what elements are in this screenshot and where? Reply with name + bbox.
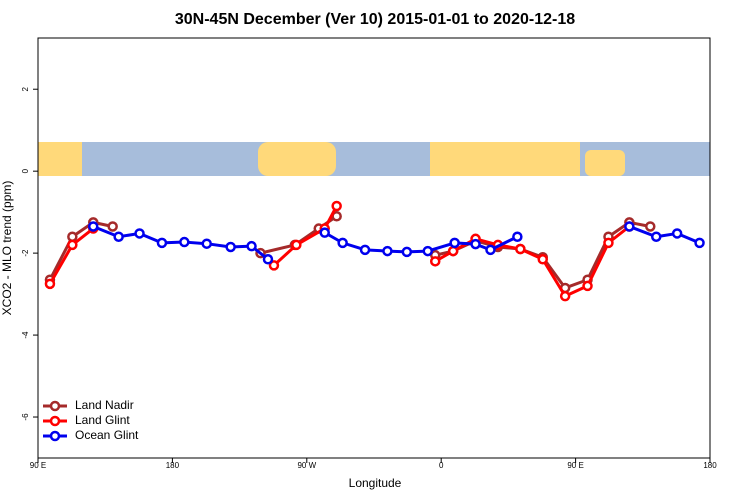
data-point <box>225 241 236 253</box>
data-point <box>156 237 168 249</box>
data-point <box>88 221 99 232</box>
data-point <box>337 237 348 249</box>
data-point <box>401 246 413 258</box>
x-tick-label: 180 <box>166 461 180 470</box>
data-point <box>134 228 145 239</box>
data-point <box>485 244 496 256</box>
x-tick-label: 180 <box>703 461 717 470</box>
legend-label: Land Nadir <box>75 398 134 412</box>
map-band <box>38 142 710 176</box>
legend-label: Land Glint <box>75 413 130 427</box>
data-point <box>107 221 118 232</box>
data-point <box>262 254 274 265</box>
data-point <box>359 244 371 256</box>
data-point <box>331 200 342 212</box>
data-point <box>512 231 523 242</box>
data-point <box>515 243 526 255</box>
legend-label: Ocean Glint <box>75 428 139 442</box>
data-point <box>67 231 78 242</box>
x-axis-label: Longitude <box>349 476 402 490</box>
series-line <box>48 215 651 290</box>
data-point <box>113 231 124 242</box>
data-point <box>671 228 683 239</box>
data-point <box>422 245 434 257</box>
data-point <box>447 245 459 257</box>
land <box>258 142 336 176</box>
legend-marker <box>49 415 61 427</box>
y-tick-label: -2 <box>21 249 30 257</box>
data-point <box>201 238 212 249</box>
data-point <box>559 290 571 302</box>
land <box>430 142 580 176</box>
data-point <box>694 237 705 249</box>
x-tick-label: 90 E <box>567 461 583 470</box>
legend-marker <box>49 430 61 442</box>
chart-title: 30N-45N December (Ver 10) 2015-01-01 to … <box>175 11 575 28</box>
plot-frame <box>37 37 711 459</box>
data-point <box>470 238 481 250</box>
land <box>585 150 625 176</box>
legend-marker <box>49 400 61 412</box>
data-point <box>645 221 656 232</box>
data-point <box>429 256 441 267</box>
y-tick-label: -4 <box>21 331 30 339</box>
y-tick-label: 2 <box>21 86 30 91</box>
data-point <box>382 245 393 257</box>
y-tick-label: -6 <box>21 413 30 421</box>
data-point <box>268 260 280 271</box>
x-tick-label: 90 E <box>30 461 46 470</box>
x-tick-label: 90 W <box>297 461 316 470</box>
data-point <box>179 236 190 248</box>
data-point <box>650 231 662 242</box>
y-axis-label: XCO2 - MLO trend (ppm) <box>0 181 14 316</box>
land <box>38 142 82 176</box>
x-tick-label: 0 <box>439 461 444 470</box>
data-point <box>319 227 330 238</box>
data-point <box>624 221 635 232</box>
data-point <box>582 280 593 292</box>
data-point <box>603 237 614 249</box>
y-tick-label: 0 <box>21 168 30 173</box>
data-point <box>449 237 460 249</box>
data-point <box>67 239 78 251</box>
data-point <box>537 254 548 265</box>
data-point <box>44 278 56 290</box>
data-point <box>246 240 257 252</box>
data-point <box>291 239 302 251</box>
